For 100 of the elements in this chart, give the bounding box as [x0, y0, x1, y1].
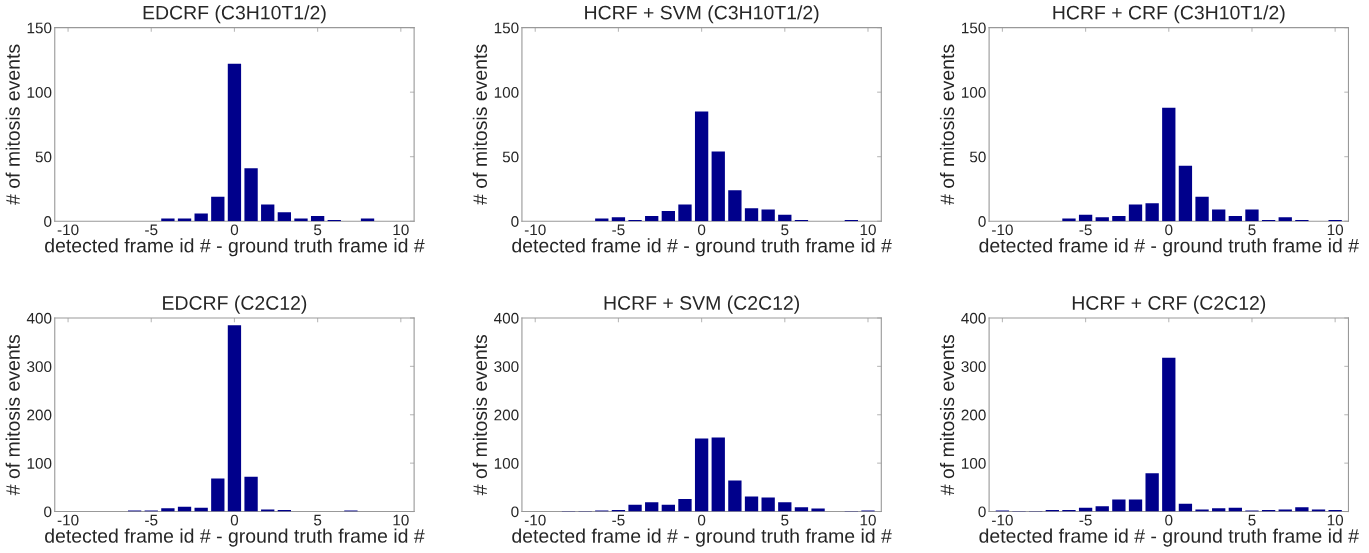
bar	[1095, 217, 1109, 222]
y-tick-label: 100	[27, 458, 52, 469]
bar	[778, 502, 792, 512]
y-tick-label: 150	[27, 22, 52, 34]
y-tick-label: 150	[494, 22, 519, 34]
y-tick-label: 300	[27, 361, 52, 373]
bar	[194, 213, 208, 222]
bar	[645, 502, 659, 512]
bar	[1212, 209, 1226, 222]
bar	[277, 212, 292, 222]
y-axis-title: # of mitosis events	[5, 334, 20, 496]
x-tick-label: -5	[612, 514, 625, 526]
y-axis-title: # of mitosis events	[5, 44, 20, 205]
bar	[694, 111, 709, 222]
bar	[678, 498, 692, 512]
bar	[645, 216, 659, 222]
bar	[211, 478, 225, 512]
x-tick-label: -5	[145, 224, 158, 236]
bar	[227, 325, 242, 512]
x-axis-title: detected frame id # - ground truth frame id #	[45, 528, 425, 547]
x-tick-label: 5	[781, 224, 789, 236]
bar	[1178, 165, 1193, 222]
y-axis-title: # of mitosis events	[472, 334, 488, 496]
y-tick-label: 400	[26, 312, 52, 324]
y-tick-label: 100	[962, 458, 986, 469]
x-tick-label: 5	[313, 224, 322, 236]
y-tick-label: 0	[511, 216, 519, 227]
chart-title: HCRF + SVM (C2C12)	[604, 295, 799, 314]
y-tick-label: 100	[494, 87, 519, 98]
y-tick-label: 0	[44, 506, 52, 518]
x-axis-title: detected frame id # - ground truth frame id #	[979, 238, 1359, 257]
bar	[1245, 209, 1259, 222]
bar	[161, 508, 175, 512]
chart-title: HCRF + CRF (C3H10T1/2)	[1053, 5, 1285, 24]
y-tick-label: 100	[962, 87, 986, 98]
bar	[1195, 196, 1209, 222]
y-tick-label: 0	[978, 506, 986, 518]
x-tick-label: 0	[230, 224, 239, 236]
y-tick-label: 400	[961, 312, 986, 324]
x-tick-label: 0	[697, 224, 706, 236]
bar	[1278, 217, 1292, 222]
bar	[711, 437, 725, 512]
x-tick-label: -10	[57, 224, 79, 236]
y-tick-label: 400	[494, 312, 519, 324]
bar	[694, 438, 709, 512]
chart-title: HCRF + CRF (C2C12)	[1072, 295, 1266, 314]
bar	[1162, 357, 1176, 512]
bar	[1112, 499, 1126, 512]
x-tick-label: -5	[1079, 514, 1092, 526]
bar	[310, 216, 325, 222]
x-tick-label: -5	[1079, 224, 1092, 236]
y-tick-label: 50	[502, 151, 519, 163]
bar	[1078, 214, 1093, 222]
x-tick-label: 5	[313, 514, 322, 526]
bar	[1145, 473, 1159, 512]
y-tick-label: 200	[494, 409, 519, 421]
x-tick-label: 0	[1165, 224, 1173, 236]
x-tick-label: 10	[393, 224, 409, 236]
x-tick-label: 10	[860, 224, 876, 236]
bar	[211, 196, 225, 222]
bar	[1295, 507, 1309, 512]
bar	[1095, 506, 1109, 512]
bar	[1228, 216, 1242, 222]
y-tick-label: 150	[962, 22, 986, 34]
chart-title: EDCRF (C3H10T1/2)	[143, 5, 326, 24]
bar	[794, 507, 809, 512]
bar	[761, 209, 775, 222]
chart-title: HCRF + SVM (C3H10T1/2)	[585, 5, 819, 24]
y-axis-title: # of mitosis events	[939, 44, 955, 205]
x-tick-label: 0	[1165, 514, 1173, 526]
bar	[711, 151, 725, 222]
y-tick-label: 300	[494, 361, 519, 373]
x-tick-label: -10	[57, 514, 79, 526]
x-tick-label: 0	[230, 514, 239, 526]
bar	[661, 210, 675, 222]
x-tick-label: 0	[697, 514, 706, 526]
y-axis-title: # of mitosis events	[472, 44, 488, 205]
x-tick-label: -10	[524, 224, 546, 236]
x-tick-label: 5	[1248, 224, 1256, 236]
x-axis-title: detected frame id # - ground truth frame id #	[979, 528, 1359, 547]
bar	[778, 214, 792, 222]
x-tick-label: -10	[992, 514, 1013, 526]
bar	[611, 217, 626, 222]
y-tick-label: 0	[44, 216, 52, 227]
x-axis-title: detected frame id # - ground truth frame id #	[512, 238, 892, 257]
bar	[1112, 216, 1126, 222]
bar	[744, 208, 759, 222]
x-tick-label: 5	[781, 514, 789, 526]
x-tick-label: -5	[612, 224, 625, 236]
y-tick-label: 50	[969, 151, 986, 163]
bar	[244, 476, 258, 512]
bar	[728, 480, 742, 512]
y-tick-label: 200	[27, 409, 52, 421]
x-tick-label: -10	[524, 514, 546, 526]
bar	[244, 168, 258, 222]
x-tick-label: -10	[992, 224, 1013, 236]
bar	[227, 63, 242, 222]
x-tick-label: 5	[1248, 514, 1256, 526]
y-tick-label: 200	[961, 409, 986, 421]
x-tick-label: 10	[393, 514, 409, 526]
